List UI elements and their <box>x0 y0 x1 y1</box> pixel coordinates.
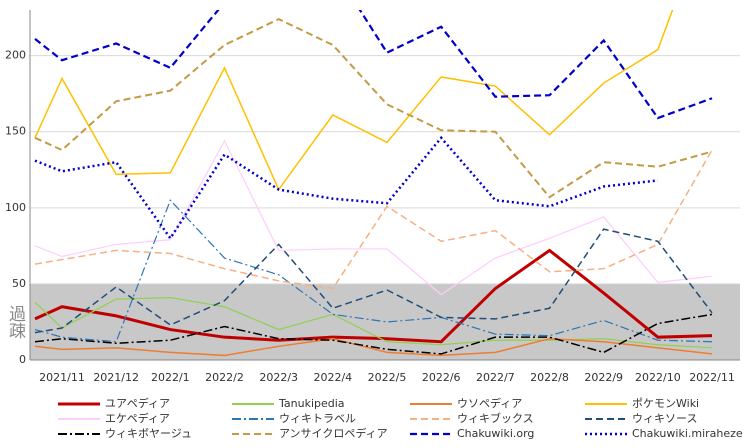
legend-label: Chakuwiki.miraheze <box>632 427 743 440</box>
x-tick-label: 2022/6 <box>422 371 461 384</box>
plot-lines <box>34 10 713 357</box>
series-line <box>34 228 713 334</box>
x-tick-label: 2022/5 <box>368 371 407 384</box>
x-tick-label: 2022/10 <box>635 371 681 384</box>
legend-label: ポケモンWiki <box>632 397 699 410</box>
legend-label: エケペディア <box>105 411 170 425</box>
x-tick-label: 2022/9 <box>584 371 623 384</box>
legend-label: ウィキソース <box>632 412 697 425</box>
x-tick-label: 2021/12 <box>93 371 139 384</box>
legend-label: アンサイクロペディア <box>279 426 388 440</box>
legend-label: ウィキトラベル <box>279 412 356 425</box>
x-tick-label: 2022/1 <box>151 371 190 384</box>
series-line <box>34 10 713 120</box>
legend-label: ウソペディア <box>457 396 522 410</box>
x-tick-label: 2021/11 <box>39 371 85 384</box>
band-label: 過疎 <box>5 305 26 339</box>
x-tick-label: 2022/4 <box>313 371 352 384</box>
legend-label: ユアペディア <box>105 396 170 410</box>
legend-label: Tanukipedia <box>278 397 345 410</box>
y-tick-label: 100 <box>5 201 26 214</box>
series-line <box>34 337 713 357</box>
y-tick-label: 0 <box>19 353 26 366</box>
x-tick-label: 2022/3 <box>259 371 298 384</box>
series-line <box>34 135 659 241</box>
legend-label: Chakuwiki.org <box>457 427 534 440</box>
x-tick-label: 2022/11 <box>689 371 735 384</box>
y-tick-label: 50 <box>12 277 26 290</box>
y-tick-label: 200 <box>5 49 26 62</box>
series-line <box>34 139 713 296</box>
series-line <box>34 10 674 192</box>
x-tick-label: 2022/8 <box>530 371 569 384</box>
series-line <box>34 297 713 349</box>
y-tick-label: 150 <box>5 125 26 138</box>
series-line <box>34 199 713 343</box>
legend-label: ウィキブックス <box>457 411 534 425</box>
x-tick-label: 2022/7 <box>476 371 515 384</box>
series-line <box>34 149 713 290</box>
series-line <box>34 18 713 199</box>
legend-label: ウィキボヤージュ <box>105 427 192 440</box>
series-line <box>34 313 713 355</box>
x-tick-label: 2022/2 <box>205 371 244 384</box>
